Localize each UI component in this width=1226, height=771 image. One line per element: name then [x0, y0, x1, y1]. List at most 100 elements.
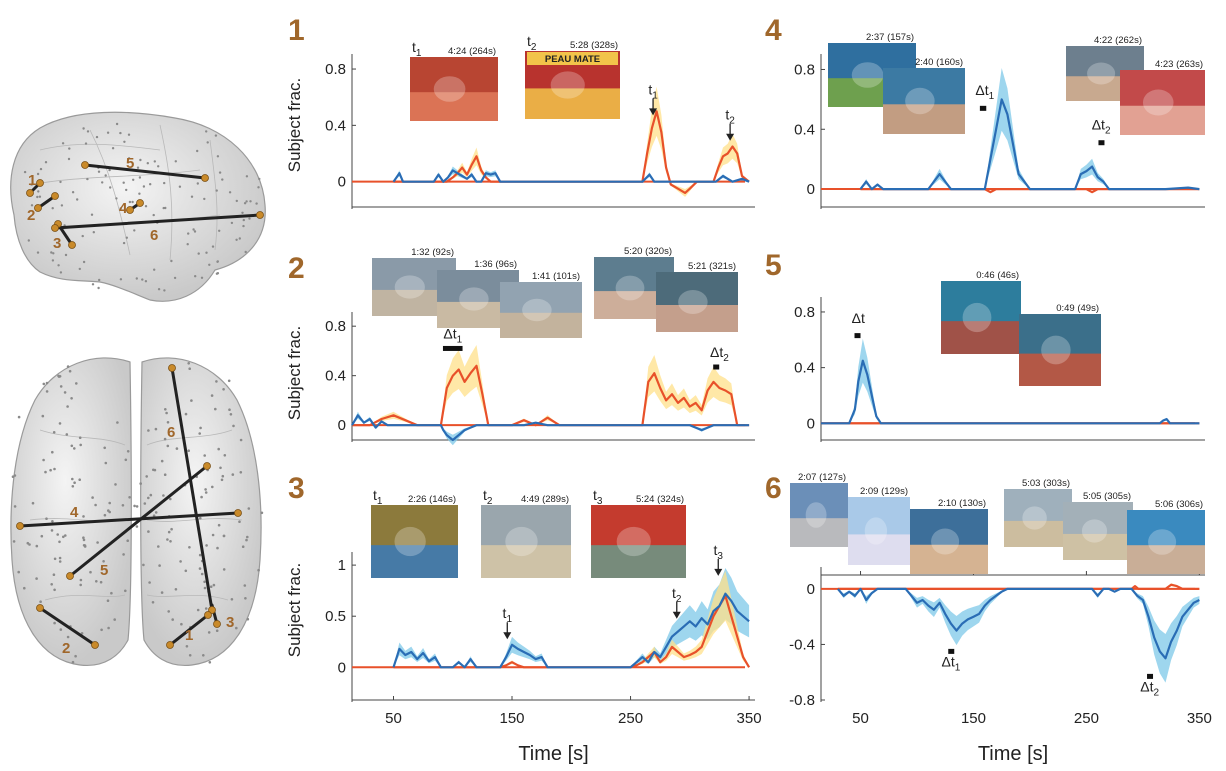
thumbnail-image-lower: [1127, 545, 1205, 574]
electrode-dot: [73, 481, 76, 485]
annotation-label: Δt1: [443, 326, 462, 346]
electrode-dot: [35, 544, 39, 548]
y-tick-label: 0.4: [794, 121, 815, 138]
electrode-dot: [92, 231, 96, 234]
electrode-dot: [37, 190, 40, 193]
y-tick-label: -0.4: [789, 636, 815, 653]
annotation-label: t1: [648, 81, 658, 101]
electrode-dot: [125, 236, 128, 239]
electrode-dot: [96, 541, 99, 544]
thumbnail-timestamp: 5:21 (321s): [688, 261, 736, 272]
thumbnail-timestamp: 2:07 (127s): [798, 472, 846, 483]
electrode-dot: [221, 474, 225, 478]
electrode-dot: [223, 454, 227, 457]
electrode-dot: [199, 426, 202, 430]
electrode-dot: [222, 388, 225, 391]
electrode-dot: [91, 496, 94, 499]
electrode-dot: [64, 253, 68, 257]
electrode-dot: [255, 202, 258, 205]
electrode-dot: [215, 629, 219, 632]
thumbnail-image-lower: [500, 312, 582, 338]
electrode-dot: [202, 654, 205, 657]
electrode-dot: [190, 195, 194, 198]
electrode-dot: [58, 556, 62, 560]
annotation-arrowhead: [503, 632, 512, 640]
x-tick-label: 150: [499, 710, 524, 727]
thumbnail-label-text: t: [412, 39, 416, 55]
electrode-dot: [232, 424, 235, 428]
series-band-red: [352, 345, 750, 426]
electrode-dot: [131, 200, 134, 204]
electrode-dot: [146, 162, 149, 165]
electrode-dot: [51, 207, 54, 210]
annotation-text: Δt: [852, 310, 865, 326]
thumbnail-label: t1: [412, 39, 422, 59]
annotation-subscript: 3: [717, 551, 723, 562]
annotation-text: Δt: [975, 82, 988, 98]
electrode-dot: [147, 429, 150, 432]
annotation: Δt2: [710, 344, 729, 370]
electrode-dot: [128, 496, 131, 499]
series-band-red: [393, 86, 750, 197]
thumbnail-image-lower: [525, 88, 620, 119]
axes: 0 -0.4 -0.8 50 150 250 350 Time [s]: [789, 567, 1212, 765]
brain-sagittal: 1 2 3 4 5 6: [10, 111, 266, 302]
electrode-dot: [39, 600, 42, 603]
electrode-dot: [241, 211, 244, 214]
video-frame-thumbnail: 5:24 (324s) t3: [591, 487, 686, 578]
electrode-dot: [86, 130, 90, 133]
electrode-dot: [166, 421, 170, 424]
axial-label-2: 2: [62, 640, 70, 657]
electrode-dot: [160, 591, 164, 594]
electrode-dot: [178, 185, 182, 188]
y-tick-label: 1: [338, 557, 346, 574]
electrode-dot: [63, 391, 67, 394]
thumbnail-image-detail: [433, 76, 466, 102]
electrode-dot: [220, 478, 224, 482]
video-frame-thumbnail: 2:10 (130s): [910, 498, 988, 574]
series-band-blue: [352, 411, 750, 446]
video-frame-thumbnail: 5:05 (305s): [1063, 491, 1133, 560]
electrode-dot: [53, 467, 56, 471]
electrode-dot: [215, 380, 218, 383]
electrode-dot: [198, 553, 202, 557]
thumbnail-label-subscript: 1: [377, 496, 383, 507]
thumbnail-image-detail: [459, 287, 489, 311]
y-tick-label: 0: [338, 417, 346, 434]
annotation: t3: [714, 542, 723, 576]
electrode-dot: [228, 408, 231, 412]
electrode-dot: [17, 415, 21, 419]
electrode-dot: [152, 213, 155, 217]
annotation-arrowhead: [714, 568, 723, 576]
electrode-dot: [103, 446, 106, 450]
electrode-dot: [95, 580, 98, 583]
electrode-dot: [217, 523, 221, 527]
axes: 0 0.4 0.8 Subject frac.: [285, 54, 755, 209]
electrode-dot: [52, 431, 56, 434]
electrode-dot: [238, 237, 241, 240]
x-tick-label: 250: [618, 710, 643, 727]
electrode-dot: [128, 200, 132, 204]
thumbnail-label-subscript: 1: [416, 48, 422, 59]
thumbnail-timestamp: 4:24 (264s): [448, 46, 496, 57]
series-line-blue: [837, 587, 1200, 660]
thumbnail-image-detail: [394, 275, 425, 299]
electrode-dot: [28, 543, 31, 546]
electrode-dot: [13, 505, 17, 508]
electrode-dot: [45, 517, 48, 520]
thumbnail-label-text: t: [593, 487, 597, 503]
annotation-subscript: 2: [1105, 125, 1111, 136]
annotation-label: Δt2: [710, 344, 729, 364]
thumbnail-image-lower: [1019, 353, 1101, 386]
y-tick-label: 0: [807, 181, 815, 198]
y-tick-label: 0: [807, 415, 815, 432]
electrode-dot: [165, 411, 168, 415]
thumbnail-label: t3: [593, 487, 603, 507]
electrode-dot: [184, 412, 188, 416]
electrode-dot: [142, 563, 145, 567]
thumbnail-image-lower: [848, 534, 910, 565]
thumbnail-image-detail: [615, 275, 645, 301]
annotation-text: t: [672, 585, 676, 601]
electrode-dot: [108, 510, 111, 514]
electrode-dot: [215, 272, 219, 275]
